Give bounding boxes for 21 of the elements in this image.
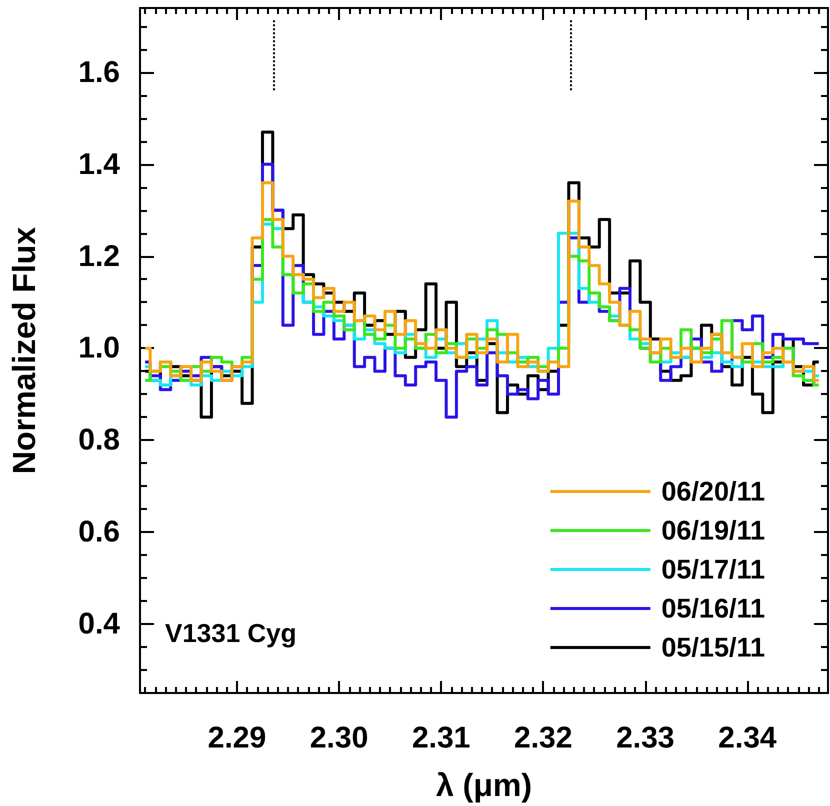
y-tick-label: 1.0: [78, 332, 120, 365]
x-tick-label: 2.33: [616, 722, 674, 754]
x-tick-label: 2.34: [718, 722, 777, 754]
legend-label: 05/15/11: [661, 632, 766, 662]
legend-label: 05/17/11: [661, 554, 766, 584]
legend-label: 05/16/11: [661, 594, 766, 624]
legend-label: 06/19/11: [661, 516, 766, 546]
x-tick-label: 2.31: [412, 722, 470, 754]
legend-label: 06/20/11: [661, 476, 766, 506]
y-tick-label: 0.8: [78, 424, 120, 457]
x-tick-label: 2.29: [208, 722, 266, 754]
y-axis-title: Normalized Flux: [6, 226, 42, 474]
x-tick-label: 2.32: [514, 722, 572, 754]
y-tick-label: 1.6: [78, 56, 120, 89]
x-axis-title: λ (μm): [436, 767, 532, 803]
y-tick-label: 1.4: [78, 148, 120, 181]
y-tick-label: 0.6: [78, 516, 120, 549]
annotation: V1331 Cyg: [165, 618, 297, 648]
y-tick-label: 0.4: [78, 608, 120, 641]
x-tick-label: 2.30: [310, 722, 368, 754]
y-tick-label: 1.2: [78, 240, 120, 273]
